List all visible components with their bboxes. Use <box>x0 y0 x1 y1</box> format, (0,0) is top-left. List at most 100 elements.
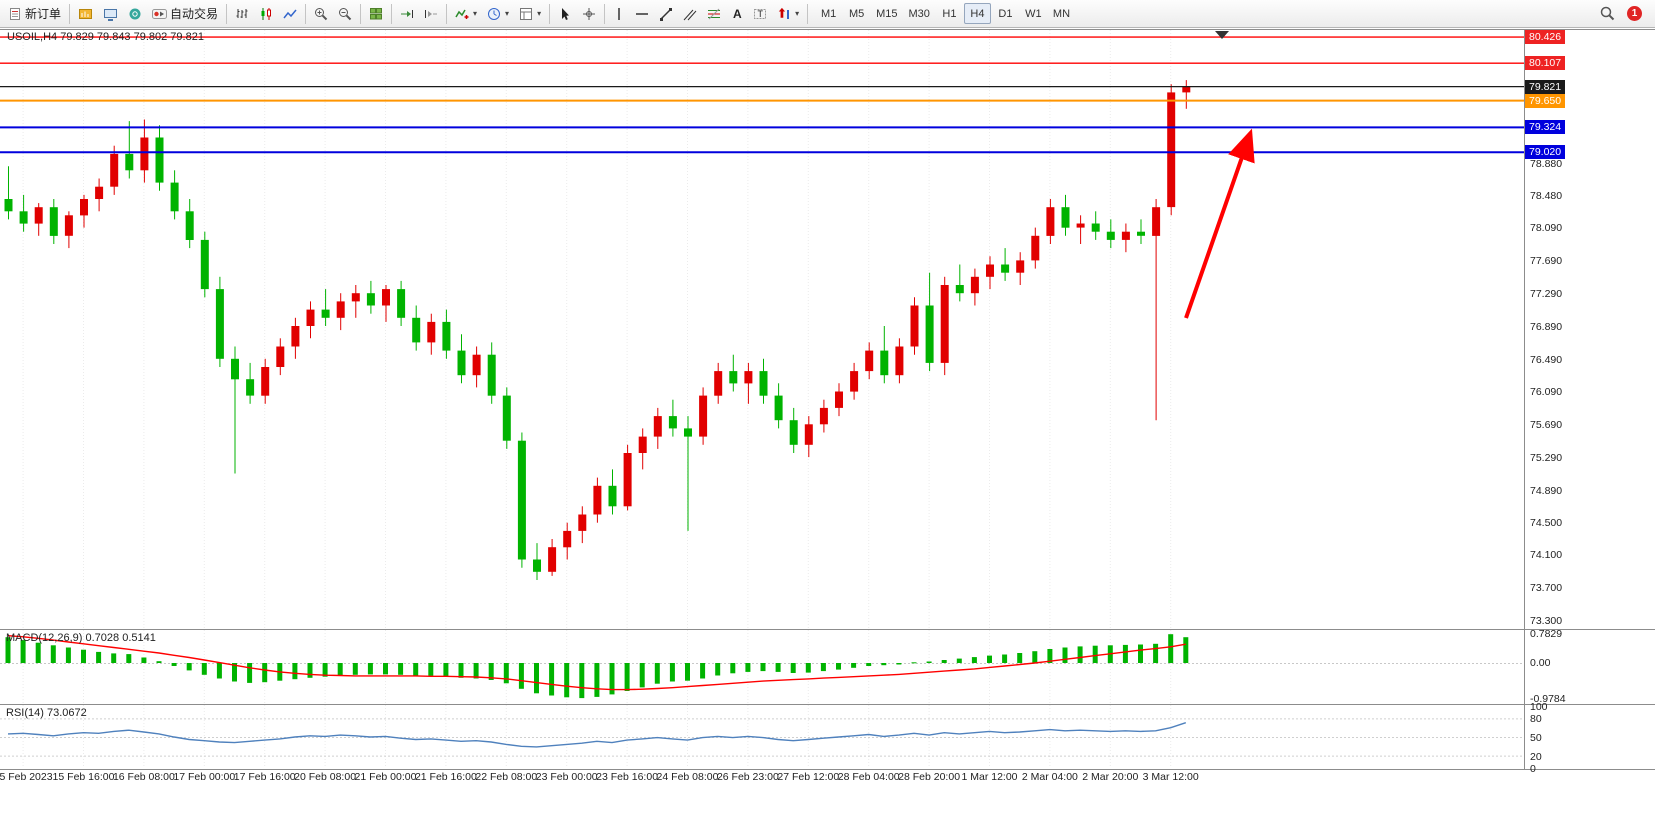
time-label: 16 Feb 08:00 <box>112 771 175 783</box>
candlestick-icon <box>261 7 272 20</box>
price-level-badge: 80.426 <box>1525 30 1566 45</box>
timeframe-h1[interactable]: H1 <box>936 3 963 24</box>
shift-marker[interactable] <box>1215 31 1229 39</box>
timeframe-m15[interactable]: M15 <box>871 3 902 24</box>
candle <box>472 346 481 388</box>
indicators-button[interactable]: ▾ <box>450 2 482 25</box>
candle <box>623 444 632 511</box>
market-watch-button[interactable] <box>98 2 123 25</box>
zoom-out-icon <box>339 7 352 20</box>
candle <box>955 264 964 302</box>
time-label: 15 Feb 2023 <box>0 771 53 783</box>
price-tick: 75.690 <box>1530 419 1563 432</box>
candle <box>276 338 285 376</box>
toolbar-right: 1 <box>1595 2 1652 25</box>
text-icon: A <box>733 7 742 21</box>
candle <box>865 342 874 380</box>
time-label: 26 Feb 23:00 <box>716 771 779 783</box>
toolbar-separator <box>446 3 448 24</box>
toolbar-separator <box>360 3 362 24</box>
zoom-in-button[interactable] <box>309 2 333 25</box>
zoom-out-button[interactable] <box>333 2 357 25</box>
macd-histogram <box>5 634 1189 699</box>
rsi-scale-label: 100 <box>1530 701 1548 713</box>
toolbar-separator <box>549 3 551 24</box>
time-label: 23 Feb 00:00 <box>535 771 598 783</box>
time-label: 24 Feb 08:00 <box>656 771 719 783</box>
line-chart-button[interactable] <box>278 2 302 25</box>
candle <box>653 407 662 449</box>
timeframe-h4[interactable]: H4 <box>963 3 991 24</box>
candle <box>397 280 406 326</box>
time-label: 27 Feb 12:00 <box>777 771 840 783</box>
svg-text:A: A <box>733 7 742 21</box>
candle <box>1046 199 1055 244</box>
channel-button[interactable] <box>678 2 702 25</box>
rsi-scale-label: 80 <box>1530 713 1542 726</box>
price-level-badge: 79.020 <box>1525 145 1566 160</box>
candle <box>940 276 949 376</box>
time-label: 21 Feb 00:00 <box>354 771 417 783</box>
text-button[interactable]: A <box>726 2 748 25</box>
price-tick: 77.290 <box>1530 288 1563 301</box>
metaeditor-button[interactable] <box>73 2 98 25</box>
fibonacci-button[interactable] <box>702 2 726 25</box>
tile-windows-button[interactable] <box>364 2 388 25</box>
cursor-button[interactable] <box>553 2 577 25</box>
candle <box>578 506 587 544</box>
price-tick: 76.890 <box>1530 320 1563 333</box>
templates-icon <box>520 7 533 20</box>
auto-scroll-button[interactable] <box>395 2 419 25</box>
timeframe-m30[interactable]: M30 <box>904 3 935 24</box>
time-label: 2 Mar 20:00 <box>1082 771 1139 783</box>
macd-main-value: 0.7028 <box>85 632 120 644</box>
candles-button[interactable] <box>254 2 278 25</box>
auto-scroll-icon <box>401 9 414 18</box>
timeframe-mn[interactable]: MN <box>1048 3 1075 24</box>
templates-button[interactable]: ▾ <box>514 2 546 25</box>
candle <box>1121 223 1130 253</box>
macd-title: MACD(12,26,9) 0.7028 0.5141 <box>6 632 156 644</box>
horizontal-line-button[interactable] <box>630 2 654 25</box>
candle <box>774 383 783 429</box>
candle <box>321 289 330 326</box>
timeframe-group: M1 M5 M15 M30 H1 H4 D1 W1 MN <box>815 3 1075 24</box>
timeframe-d1[interactable]: D1 <box>992 3 1019 24</box>
candle <box>804 416 813 458</box>
crosshair-button[interactable] <box>577 2 601 25</box>
community-button[interactable] <box>123 2 147 25</box>
time-label: 2 Mar 04:00 <box>1021 771 1078 783</box>
search-button[interactable] <box>1595 2 1620 25</box>
arrows-button[interactable]: ▾ <box>772 2 804 25</box>
new-order-button[interactable]: 新订单 <box>3 2 66 25</box>
candle <box>608 469 617 515</box>
candle <box>729 354 738 392</box>
candle <box>1001 248 1010 281</box>
price-tick: 78.090 <box>1530 222 1563 235</box>
line-chart-icon <box>283 9 297 18</box>
chart-shift-button[interactable] <box>419 2 443 25</box>
timeframe-m5[interactable]: M5 <box>843 3 870 24</box>
notification-badge[interactable]: 1 <box>1627 6 1642 21</box>
label-button[interactable]: T <box>748 2 772 25</box>
candle <box>699 387 708 445</box>
toolbar-separator <box>807 3 809 24</box>
timeframe-m1[interactable]: M1 <box>815 3 842 24</box>
candle <box>880 326 889 384</box>
toolbar-separator <box>604 3 606 24</box>
candle <box>427 313 436 355</box>
bars-button[interactable] <box>230 2 254 25</box>
candle <box>895 338 904 384</box>
rsi-scale-label: 20 <box>1530 750 1542 763</box>
periods-button[interactable]: ▾ <box>482 2 514 25</box>
current-price-badge: 79.821 <box>1525 79 1566 94</box>
candle <box>170 170 179 220</box>
auto-trading-button[interactable]: 自动交易 <box>147 2 223 25</box>
timeframe-w1[interactable]: W1 <box>1020 3 1047 24</box>
vertical-line-button[interactable] <box>608 2 630 25</box>
trendline-button[interactable] <box>654 2 678 25</box>
candle <box>1076 215 1085 244</box>
candle <box>487 342 496 404</box>
trend-arrow[interactable] <box>1184 128 1255 319</box>
